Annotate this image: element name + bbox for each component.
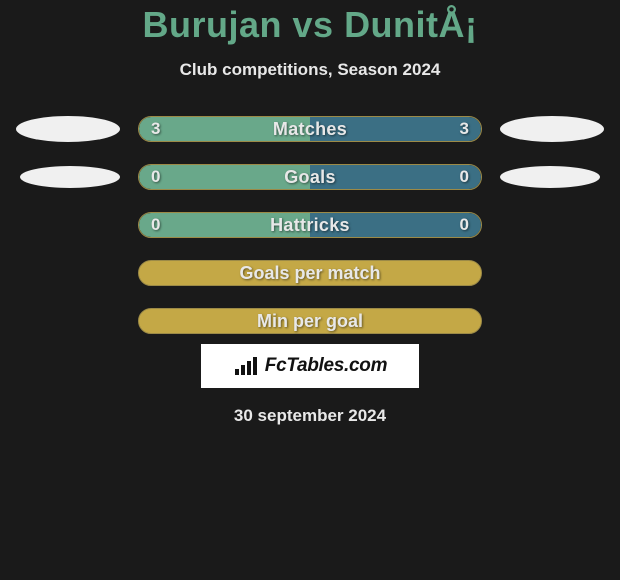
stat-value-right: 0 — [460, 167, 469, 187]
stat-bar-goals: 0 Goals 0 — [138, 164, 482, 190]
spacer — [16, 260, 120, 286]
vs-label: vs — [293, 4, 334, 45]
subtitle: Club competitions, Season 2024 — [180, 60, 441, 80]
stat-value-right: 3 — [460, 119, 469, 139]
spacer — [16, 308, 120, 334]
team-b-logo-placeholder — [500, 116, 604, 142]
stat-bar-min-per-goal: Min per goal — [138, 308, 482, 334]
team-a-logo-placeholder — [16, 116, 120, 142]
team-b-name: DunitÅ¡ — [344, 4, 477, 45]
bar-chart-icon — [233, 355, 259, 377]
page-title: Burujan vs DunitÅ¡ — [142, 4, 477, 46]
stat-label: Hattricks — [139, 215, 481, 236]
stat-bar-hattricks: 0 Hattricks 0 — [138, 212, 482, 238]
stat-value-right: 0 — [460, 215, 469, 235]
stats-block: 3 Matches 3 0 Goals 0 0 — [0, 116, 620, 334]
report-date: 30 september 2024 — [234, 406, 386, 426]
stat-label: Goals — [139, 167, 481, 188]
stat-row-min-per-goal: Min per goal — [0, 308, 620, 334]
spacer — [500, 308, 604, 334]
team-a-name: Burujan — [142, 4, 282, 45]
stat-label: Matches — [139, 119, 481, 140]
stat-row-matches: 3 Matches 3 — [0, 116, 620, 142]
widget-container: Burujan vs DunitÅ¡ Club competitions, Se… — [0, 0, 620, 426]
fctables-logo-text: FcTables.com — [265, 355, 387, 377]
stat-bar-goals-per-match: Goals per match — [138, 260, 482, 286]
spacer — [500, 260, 604, 286]
stat-label: Min per goal — [257, 311, 363, 332]
spacer — [16, 212, 120, 238]
stat-row-hattricks: 0 Hattricks 0 — [0, 212, 620, 238]
stat-row-goals: 0 Goals 0 — [0, 164, 620, 190]
fctables-logo-link[interactable]: FcTables.com — [201, 344, 419, 388]
stat-bar-matches: 3 Matches 3 — [138, 116, 482, 142]
stat-label: Goals per match — [239, 263, 380, 284]
stat-row-goals-per-match: Goals per match — [0, 260, 620, 286]
spacer — [500, 212, 604, 238]
team-b-logo-placeholder — [500, 166, 600, 188]
team-a-logo-placeholder — [20, 166, 120, 188]
